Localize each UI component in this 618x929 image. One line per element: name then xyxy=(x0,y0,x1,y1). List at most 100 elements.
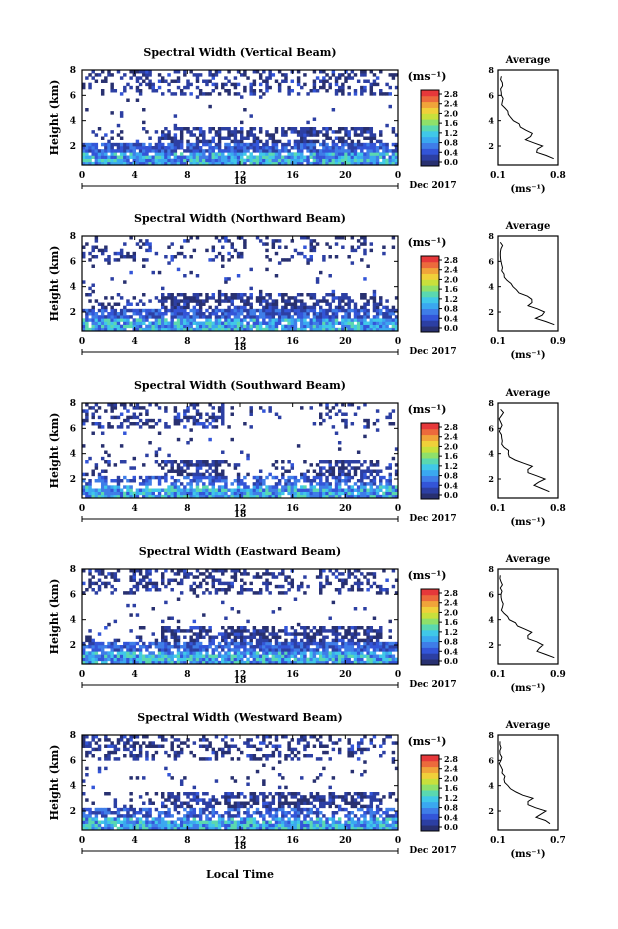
heatmap-cell xyxy=(312,491,317,496)
heatmap-cell xyxy=(284,158,288,163)
heatmap-cell xyxy=(293,302,298,306)
heatmap-cell xyxy=(284,155,288,159)
heatmap-cell xyxy=(129,648,133,652)
heatmap-cell xyxy=(82,82,86,87)
heatmap-cell xyxy=(385,158,389,163)
heatmap-cell xyxy=(82,485,86,489)
heatmap-cell xyxy=(287,312,291,316)
heatmap-cell xyxy=(281,318,285,322)
heatmap-cell xyxy=(110,155,114,159)
heatmap-cell xyxy=(334,79,339,83)
heatmap-cell xyxy=(363,89,367,93)
heatmap-cell xyxy=(129,798,133,802)
heatmap-cell xyxy=(154,403,159,407)
colorbar-swatch xyxy=(421,428,439,436)
heatmap-cell xyxy=(382,588,386,592)
heatmap-cell xyxy=(221,324,225,329)
colorbar-tick-label: 0.8 xyxy=(444,471,458,481)
heatmap-cell xyxy=(341,92,345,96)
heatmap-cell xyxy=(167,578,171,582)
heatmap-cell xyxy=(287,149,291,153)
average-x-label: (ms⁻¹) xyxy=(510,350,545,361)
heatmap-cell xyxy=(113,152,118,156)
heatmap-cell xyxy=(252,161,257,166)
heatmap-cell xyxy=(265,315,269,319)
heatmap-cell xyxy=(123,158,127,163)
heatmap-cell xyxy=(233,575,238,579)
heatmap-cell xyxy=(113,485,118,489)
heatmap-cell xyxy=(167,308,171,313)
colorbar-swatch xyxy=(421,154,439,161)
heatmap-cell xyxy=(116,645,121,649)
heatmap-cell xyxy=(230,155,234,159)
heatmap-cell xyxy=(303,472,307,477)
heatmap-cell xyxy=(198,305,203,310)
heatmap-cell xyxy=(350,651,355,655)
heatmap-cell xyxy=(221,494,225,499)
heatmap-cell xyxy=(277,293,282,297)
heatmap-cell xyxy=(113,308,118,313)
heatmap-cell xyxy=(179,152,184,156)
heatmap-cell xyxy=(173,146,178,150)
heatmap-cell xyxy=(328,488,332,492)
heatmap-cell xyxy=(265,130,269,134)
heatmap-cell xyxy=(293,645,298,649)
heatmap-cell xyxy=(167,494,171,499)
heatmap-cell xyxy=(91,648,95,652)
heatmap-cell xyxy=(186,409,190,413)
heatmap-cell xyxy=(322,312,326,316)
heatmap-cell xyxy=(145,581,149,586)
heatmap-cell xyxy=(217,488,222,492)
heatmap-cell xyxy=(344,412,348,416)
heatmap-cell xyxy=(391,73,396,77)
heatmap-cell xyxy=(268,161,272,166)
heatmap-cell xyxy=(151,149,155,153)
heatmap-cell xyxy=(176,127,181,131)
heatmap-cell xyxy=(88,660,92,665)
heatmap-cell xyxy=(119,488,124,492)
heatmap-cell xyxy=(224,494,228,499)
heatmap-cell xyxy=(236,645,241,649)
heatmap-cell xyxy=(236,152,241,156)
heatmap-cell xyxy=(145,158,149,163)
heatmap-cell xyxy=(363,494,367,499)
heatmap-cell xyxy=(258,130,263,134)
heatmap-cell xyxy=(303,73,307,77)
heatmap-cell xyxy=(372,635,377,639)
heatmap-cell xyxy=(202,136,206,140)
heatmap-cell xyxy=(192,654,197,658)
heatmap-cell xyxy=(347,494,351,499)
heatmap-cell xyxy=(255,482,260,486)
heatmap-cell xyxy=(110,136,114,140)
heatmap-cell xyxy=(154,315,159,319)
heatmap-cell xyxy=(246,472,250,477)
heatmap-cell xyxy=(91,491,95,496)
heatmap-cell xyxy=(113,463,118,467)
heatmap-cell xyxy=(195,146,200,150)
heatmap-cell xyxy=(202,463,206,467)
average-frame xyxy=(497,568,559,665)
heatmap-cell xyxy=(312,152,317,156)
heatmap-cell xyxy=(145,588,149,592)
heatmap-cell xyxy=(164,648,168,652)
heatmap-cell xyxy=(138,482,143,486)
heatmap-cell xyxy=(104,657,108,662)
heatmap-cell xyxy=(189,572,193,576)
heatmap-cell xyxy=(91,651,95,655)
heatmap-cell xyxy=(161,318,165,322)
heatmap-cell xyxy=(151,475,155,480)
heatmap-cell xyxy=(309,463,313,467)
heatmap-cell xyxy=(186,657,190,662)
heatmap-cell xyxy=(161,572,165,576)
heatmap-cell xyxy=(170,460,174,464)
heatmap-cell xyxy=(94,479,99,483)
heatmap-cell xyxy=(151,155,155,159)
heatmap-cell xyxy=(214,236,219,240)
heatmap-cell xyxy=(372,651,377,655)
heatmap-cell xyxy=(224,308,228,313)
heatmap-cell xyxy=(211,248,216,253)
heatmap-cell xyxy=(331,638,336,643)
heatmap-cell xyxy=(161,619,165,624)
heatmap-cell xyxy=(224,296,228,300)
heatmap-cell xyxy=(394,161,399,166)
